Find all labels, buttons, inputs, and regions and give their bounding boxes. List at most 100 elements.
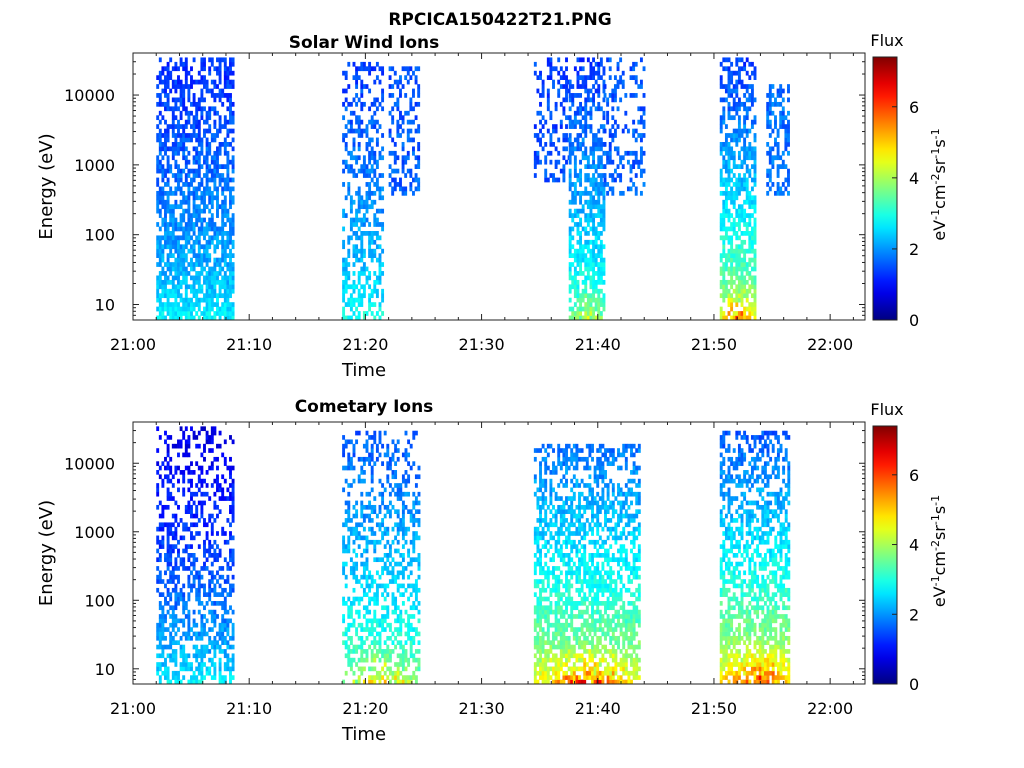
- heatmap-cell: [573, 186, 577, 192]
- heatmap-cell: [169, 548, 173, 554]
- heatmap-cell: [200, 635, 204, 641]
- heatmap-cell: [171, 288, 175, 294]
- heatmap-cell: [184, 635, 188, 641]
- heatmap-cell: [584, 190, 588, 196]
- heatmap-cell: [396, 133, 400, 138]
- heatmap-cell: [187, 311, 191, 316]
- heatmap-cell: [404, 653, 408, 659]
- heatmap-cell: [748, 213, 752, 218]
- heatmap-cell: [586, 293, 590, 299]
- heatmap-cell: [399, 631, 403, 637]
- heatmap-cell: [370, 478, 374, 484]
- heatmap-cell: [388, 84, 392, 89]
- heatmap-cell: [161, 217, 165, 223]
- heatmap-cell: [768, 119, 772, 125]
- heatmap-cell: [753, 311, 757, 316]
- heatmap-cell: [719, 306, 723, 312]
- heatmap-cell: [774, 97, 777, 103]
- heatmap-cell: [562, 168, 566, 174]
- heatmap-cell: [200, 164, 204, 169]
- heatmap-cell: [184, 253, 188, 258]
- heatmap-cell: [642, 168, 646, 174]
- heatmap-cell: [616, 106, 620, 112]
- heatmap-cell: [182, 106, 186, 112]
- heatmap-cell: [613, 88, 617, 94]
- heatmap-cell: [179, 443, 183, 449]
- heatmap-cell: [611, 190, 615, 196]
- heatmap-cell: [370, 190, 374, 196]
- heatmap-cell: [342, 271, 346, 276]
- heatmap-cell: [719, 213, 723, 218]
- heatmap-cell: [213, 614, 217, 619]
- heatmap-cell: [750, 204, 754, 210]
- heatmap-cell: [347, 609, 351, 615]
- heatmap-cell: [724, 177, 728, 183]
- heatmap-cell: [197, 164, 201, 169]
- heatmap-cell: [192, 284, 196, 290]
- heatmap-cell: [360, 478, 364, 484]
- heatmap-cell: [197, 271, 201, 276]
- heatmap-cell: [223, 284, 227, 290]
- heatmap-cell: [216, 553, 219, 558]
- heatmap-cell: [394, 605, 398, 611]
- heatmap-cell: [417, 146, 421, 152]
- heatmap-cell: [158, 675, 162, 680]
- heatmap-cell: [396, 84, 400, 89]
- heatmap-cell: [589, 257, 593, 263]
- heatmap-cell: [378, 150, 382, 156]
- heatmap-cell: [599, 239, 603, 245]
- heatmap-cell: [344, 195, 348, 201]
- heatmap-cell: [205, 297, 209, 303]
- heatmap-cell: [546, 106, 550, 112]
- heatmap-cell: [231, 186, 235, 192]
- heatmap-cell: [414, 518, 418, 523]
- heatmap-cell: [174, 544, 178, 549]
- heatmap-cell: [399, 518, 403, 523]
- heatmap-cell: [621, 79, 625, 85]
- heatmap-cell: [352, 478, 356, 484]
- heatmap-cell: [584, 84, 588, 89]
- heatmap-cell: [576, 173, 580, 178]
- heatmap-cell: [203, 199, 206, 205]
- heatmap-cell: [203, 248, 206, 254]
- heatmap-cell: [557, 137, 561, 143]
- heatmap-cell: [190, 311, 193, 316]
- heatmap-cell: [375, 275, 379, 281]
- heatmap-cell: [161, 288, 165, 294]
- heatmap-cell: [549, 61, 553, 67]
- heatmap-cell: [581, 142, 585, 147]
- heatmap-cell: [203, 61, 206, 67]
- heatmap-cell: [187, 239, 191, 245]
- heatmap-cell: [349, 195, 353, 201]
- heatmap-cell: [179, 587, 183, 593]
- heatmap-cell: [599, 106, 603, 112]
- heatmap-cell: [223, 199, 227, 205]
- heatmap-cell: [213, 640, 217, 645]
- heatmap-cell: [213, 426, 217, 432]
- heatmap-cell: [743, 231, 747, 236]
- heatmap-cell: [539, 635, 542, 641]
- heatmap-cell: [190, 504, 193, 510]
- heatmap-cell: [735, 275, 739, 281]
- heatmap-cell: [190, 133, 193, 138]
- heatmap-cell: [166, 679, 170, 685]
- heatmap-cell: [171, 97, 175, 103]
- heatmap-cell: [370, 239, 374, 245]
- heatmap-cell: [213, 177, 217, 183]
- heatmap-cell: [344, 544, 348, 549]
- heatmap-cell: [539, 159, 542, 165]
- heatmap-cell: [208, 150, 212, 156]
- heatmap-cell: [197, 137, 201, 143]
- heatmap-cell: [732, 257, 736, 263]
- heatmap-cell: [589, 164, 593, 169]
- heatmap-cell: [536, 601, 540, 606]
- heatmap-cell: [177, 679, 180, 685]
- heatmap-cell: [210, 618, 214, 624]
- heatmap-cell: [378, 452, 382, 458]
- heatmap-cell: [414, 509, 418, 514]
- heatmap-cell: [571, 253, 575, 258]
- heatmap-cell: [200, 297, 204, 303]
- heatmap-cell: [562, 75, 566, 80]
- heatmap-cell: [573, 302, 577, 307]
- heatmap-cell: [378, 631, 382, 637]
